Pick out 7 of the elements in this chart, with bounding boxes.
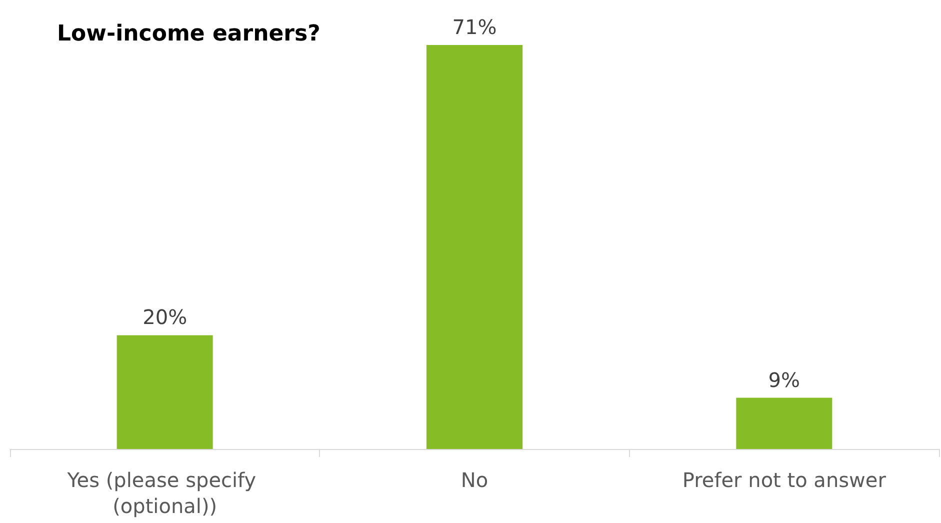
x-tick-label: No (460, 468, 488, 492)
chart-title: Low-income earners? (57, 22, 320, 46)
data-label: 71% (452, 15, 497, 39)
data-label: 9% (768, 368, 800, 392)
x-tick-label: Yes (please specify (optional)) (66, 468, 262, 518)
data-label: 20% (142, 305, 188, 330)
x-tick-label: Prefer not to answer (682, 468, 887, 492)
